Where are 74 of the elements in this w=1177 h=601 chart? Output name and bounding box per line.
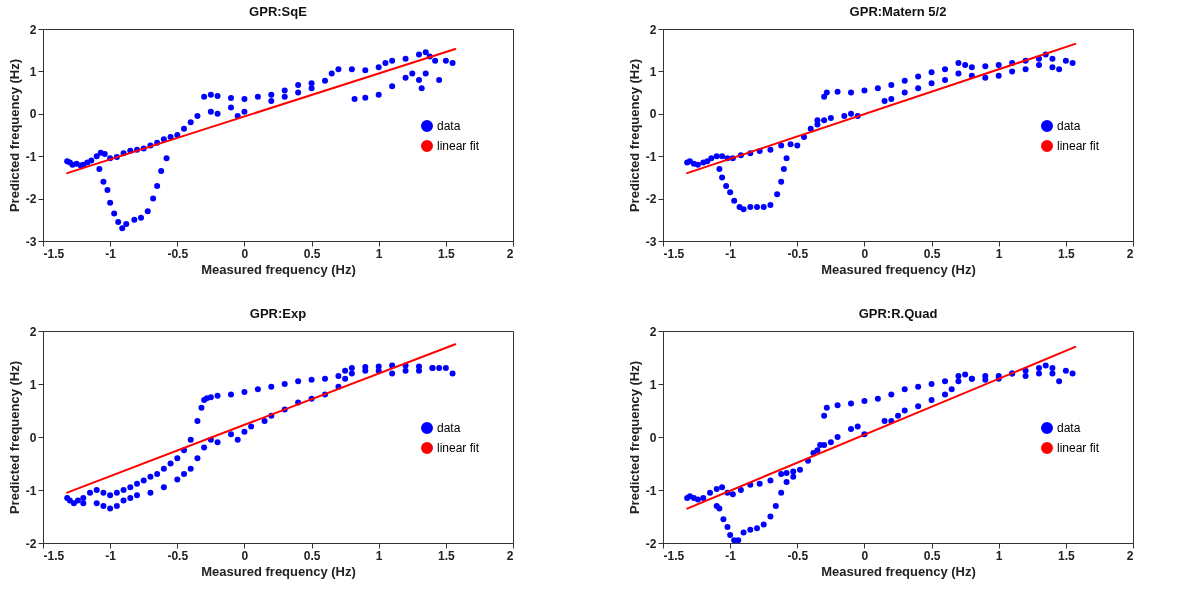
x-tick-label: 1: [995, 548, 1003, 563]
y-tick-label: 2: [649, 324, 657, 339]
y-tick-label: -2: [25, 536, 37, 551]
y-tick-label: 0: [29, 430, 37, 445]
y-axis-title: Predicted frequency (Hz): [6, 58, 22, 213]
x-tick-label: -0.5: [167, 548, 189, 563]
x-tick-label: 2: [506, 548, 514, 563]
x-tick-label: 0.5: [923, 548, 941, 563]
x-tick-label: 1.5: [1058, 548, 1076, 563]
legend-label: data: [1057, 421, 1081, 436]
y-tick-label: 1: [649, 64, 657, 79]
x-axis-title: Measured frequency (Hz): [821, 261, 976, 277]
legend-label: data: [437, 421, 461, 436]
x-tick-label: -1: [725, 548, 737, 563]
x-tick-label: -0.5: [787, 246, 809, 261]
legend-label: linear fit: [437, 139, 480, 154]
x-tick-label: -1.5: [43, 548, 65, 563]
y-tick-label: -2: [645, 536, 657, 551]
y-tick-label: -1: [645, 483, 657, 498]
legend-label: linear fit: [1057, 441, 1100, 456]
x-tick-label: 1.5: [1058, 246, 1076, 261]
y-tick-label: 0: [649, 107, 657, 122]
x-tick-label: 2: [1126, 246, 1134, 261]
y-tick-label: -1: [645, 149, 657, 164]
x-axis-title: Measured frequency (Hz): [201, 261, 356, 277]
x-tick-label: 1.5: [438, 246, 456, 261]
y-axis-title: Predicted frequency (Hz): [626, 360, 642, 515]
x-tick-label: -1.5: [663, 548, 685, 563]
x-tick-label: 2: [506, 246, 514, 261]
y-axis-title: Predicted frequency (Hz): [626, 58, 642, 213]
y-tick-label: 0: [29, 107, 37, 122]
x-tick-label: 0.5: [303, 548, 321, 563]
x-tick-label: 1: [995, 246, 1003, 261]
x-tick-label: 0.5: [923, 246, 941, 261]
y-tick-label: -2: [645, 192, 657, 207]
y-tick-label: -3: [645, 234, 657, 249]
y-tick-label: 1: [29, 64, 37, 79]
y-tick-label: 2: [29, 324, 37, 339]
y-tick-label: 2: [29, 22, 37, 37]
chart-title: GPR:Exp: [249, 306, 307, 321]
x-tick-label: 2: [1126, 548, 1134, 563]
x-tick-label: -0.5: [787, 548, 809, 563]
y-tick-label: -2: [25, 192, 37, 207]
chart-title: GPR:SqE: [249, 4, 308, 19]
y-tick-label: -1: [25, 149, 37, 164]
x-axis-title: Measured frequency (Hz): [201, 563, 356, 579]
x-tick-label: 1: [375, 246, 383, 261]
y-tick-label: -3: [25, 234, 37, 249]
x-tick-label: -1.5: [43, 246, 65, 261]
y-tick-label: 0: [649, 430, 657, 445]
y-tick-label: 1: [649, 377, 657, 392]
x-tick-label: -1: [105, 548, 117, 563]
x-tick-label: 0: [241, 246, 249, 261]
legend-label: data: [1057, 119, 1081, 134]
x-tick-label: -1.5: [663, 246, 685, 261]
x-tick-label: 1.5: [438, 548, 456, 563]
legend-label: linear fit: [437, 441, 480, 456]
x-tick-label: 0: [861, 246, 869, 261]
y-tick-label: 2: [649, 22, 657, 37]
x-tick-label: 0: [241, 548, 249, 563]
chart-title: GPR:Matern 5/2: [849, 4, 947, 19]
x-tick-label: -1: [725, 246, 737, 261]
x-tick-label: -1: [105, 246, 117, 261]
x-tick-label: -0.5: [167, 246, 189, 261]
legend-label: linear fit: [1057, 139, 1100, 154]
y-axis-title: Predicted frequency (Hz): [6, 360, 22, 515]
x-tick-label: 1: [375, 548, 383, 563]
y-tick-label: 1: [29, 377, 37, 392]
x-tick-label: 0.5: [303, 246, 321, 261]
x-axis-title: Measured frequency (Hz): [821, 563, 976, 579]
y-tick-label: -1: [25, 483, 37, 498]
x-tick-label: 0: [861, 548, 869, 563]
chart-title: GPR:R.Quad: [858, 306, 938, 321]
legend-label: data: [437, 119, 461, 134]
